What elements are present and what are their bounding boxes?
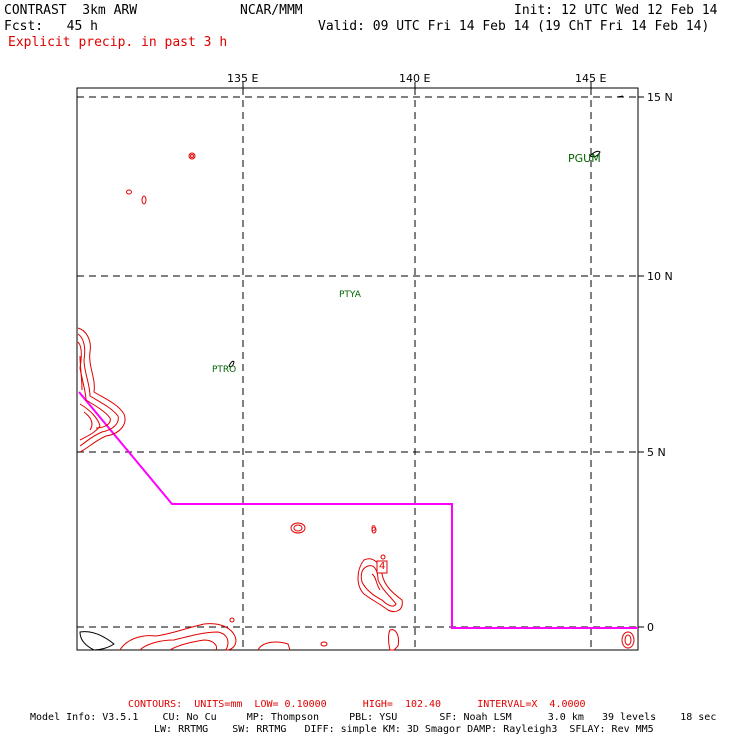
contour-spot-1b — [190, 154, 194, 158]
station-ptro: PTRO — [212, 365, 237, 375]
lon-label-140e: 140 E — [399, 72, 431, 85]
lat-label-0: 0 — [647, 621, 654, 634]
contour-west-4 — [79, 355, 83, 391]
contour-south-5 — [257, 641, 291, 651]
contour-spot-1 — [188, 152, 196, 160]
contour-west-2 — [77, 333, 119, 447]
lon-label-145e: 145 E — [575, 72, 607, 85]
valid-time: Valid: 09 UTC Fri 14 Feb 14 (19 ChT Fri … — [318, 19, 710, 34]
coast-guam — [589, 150, 601, 158]
contour-central-3 — [371, 573, 381, 591]
contour-west-1 — [77, 327, 126, 453]
lat-label-5n: 5 N — [647, 446, 666, 459]
center-label: NCAR/MMM — [240, 3, 303, 18]
lat-label-15n: 15 N — [647, 91, 673, 104]
contour-label-0: 0 — [371, 524, 377, 533]
contour-south-3 — [139, 631, 229, 651]
init-time: Init: 12 UTC Wed 12 Feb 14 — [514, 3, 718, 18]
contour-south-4 — [169, 639, 217, 651]
station-ptya: PTYA — [339, 290, 361, 300]
field-title: Explicit precip. in past 3 h — [8, 35, 228, 50]
contour-label-4: 4 — [379, 561, 386, 572]
lon-label-135e: 135 E — [227, 72, 259, 85]
map-frame — [76, 87, 639, 651]
contour-south-1 — [388, 629, 399, 651]
model-title: CONTRAST 3km ARW — [4, 3, 138, 18]
lon-ticks — [242, 82, 592, 88]
contour-spot-7 — [229, 617, 235, 623]
contour-south-2 — [119, 623, 237, 651]
contour-spot-8 — [320, 641, 328, 647]
contour-west-6 — [83, 411, 93, 431]
contour-spot-3 — [141, 195, 147, 205]
precip-contours — [77, 152, 635, 651]
contour-label-box — [376, 560, 388, 574]
contour-east-2 — [624, 634, 632, 646]
lat-ticks — [638, 96, 644, 628]
contour-west-3 — [77, 341, 111, 429]
graticule — [77, 88, 638, 650]
contour-west-5 — [79, 403, 101, 441]
coast-southwest — [79, 631, 115, 651]
boundary-line — [78, 391, 638, 629]
contours-info: CONTOURS: UNITS=mm LOW= 0.10000 HIGH= 10… — [128, 699, 586, 710]
forecast-hour: Fcst: 45 h — [4, 19, 98, 34]
coast-north-islet — [616, 95, 624, 98]
contour-spot-4 — [290, 522, 306, 534]
coast-palau — [228, 360, 235, 368]
model-info: Model Info: V3.5.1 CU: No Cu MP: Thompso… — [30, 712, 717, 723]
lat-label-10n: 10 N — [647, 270, 673, 283]
station-pgum: PGUM — [568, 152, 601, 165]
contour-spot-2 — [126, 189, 132, 195]
contour-spot-4b — [293, 524, 303, 532]
contour-central-2 — [360, 565, 397, 607]
model-info-physics: LW: RRTMG SW: RRTMG DIFF: simple KM: 3D … — [154, 724, 654, 735]
coastlines — [79, 95, 624, 651]
contour-east-1 — [621, 631, 635, 649]
contour-spot-6 — [380, 554, 386, 560]
contour-spot-5 — [371, 526, 377, 534]
